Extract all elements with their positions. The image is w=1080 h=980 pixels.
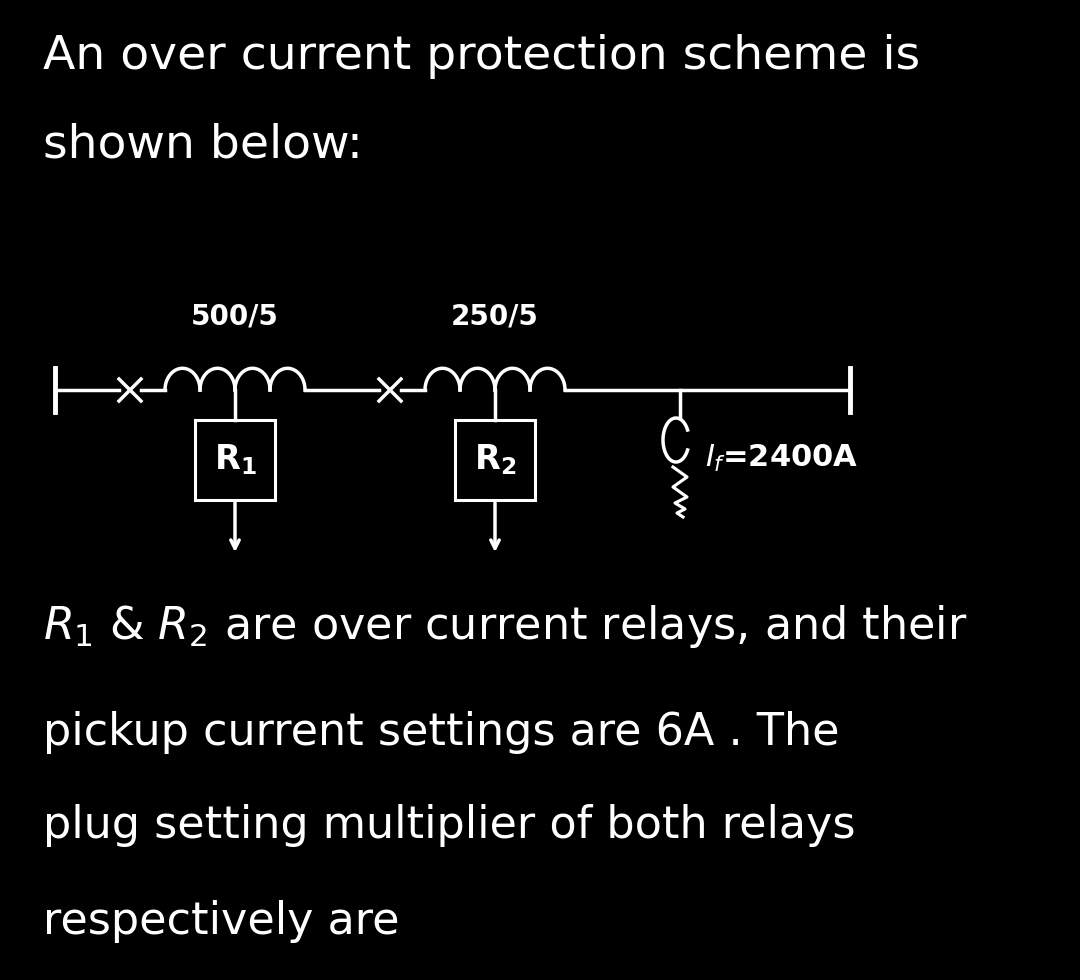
Text: An over current protection scheme is: An over current protection scheme is [43,34,920,79]
Text: 250/5: 250/5 [451,302,539,330]
Text: $\mathit{I_f}$=2400A: $\mathit{I_f}$=2400A [705,442,859,473]
Text: 500/5: 500/5 [191,302,279,330]
Bar [195,420,275,500]
Text: shown below:: shown below: [43,122,363,168]
Text: $\mathbf{R_1}$: $\mathbf{R_1}$ [214,443,256,477]
Text: respectively are: respectively are [43,900,400,943]
Bar [455,420,535,500]
Text: $\mathbf{R_2}$: $\mathbf{R_2}$ [474,443,516,477]
Text: plug setting multiplier of both relays: plug setting multiplier of both relays [43,804,855,847]
Text: pickup current settings are 6A . The: pickup current settings are 6A . The [43,710,840,754]
Text: $R_1$ & $R_2$ are over current relays, and their: $R_1$ & $R_2$ are over current relays, a… [43,603,968,650]
